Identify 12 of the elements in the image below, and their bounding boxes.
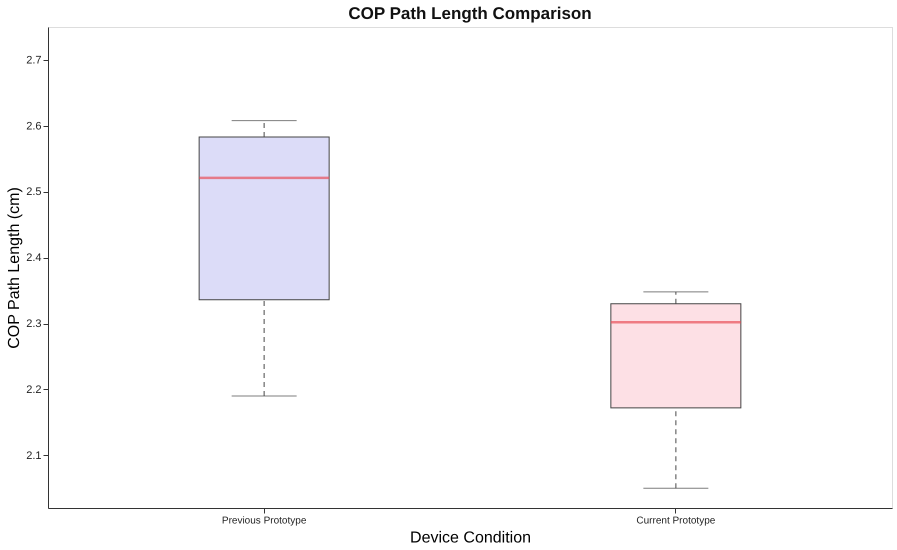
x-tick-label: Current Prototype	[636, 516, 716, 526]
x-axis-title: Device Condition	[410, 530, 531, 546]
x-tick-label: Previous Prototype	[222, 516, 307, 526]
y-tick-label: 2.2	[26, 384, 42, 396]
y-tick-label: 2.1	[26, 450, 42, 462]
y-tick-label: 2.3	[26, 318, 42, 330]
y-tick-label: 2.6	[26, 120, 42, 132]
chart-title: COP Path Length Comparison	[348, 4, 592, 23]
y-tick-label: 2.4	[26, 252, 42, 264]
y-tick-label: 2.5	[26, 186, 42, 198]
y-tick-label: 2.7	[26, 54, 42, 66]
y-axis-title: COP Path Length (cm)	[6, 187, 24, 349]
